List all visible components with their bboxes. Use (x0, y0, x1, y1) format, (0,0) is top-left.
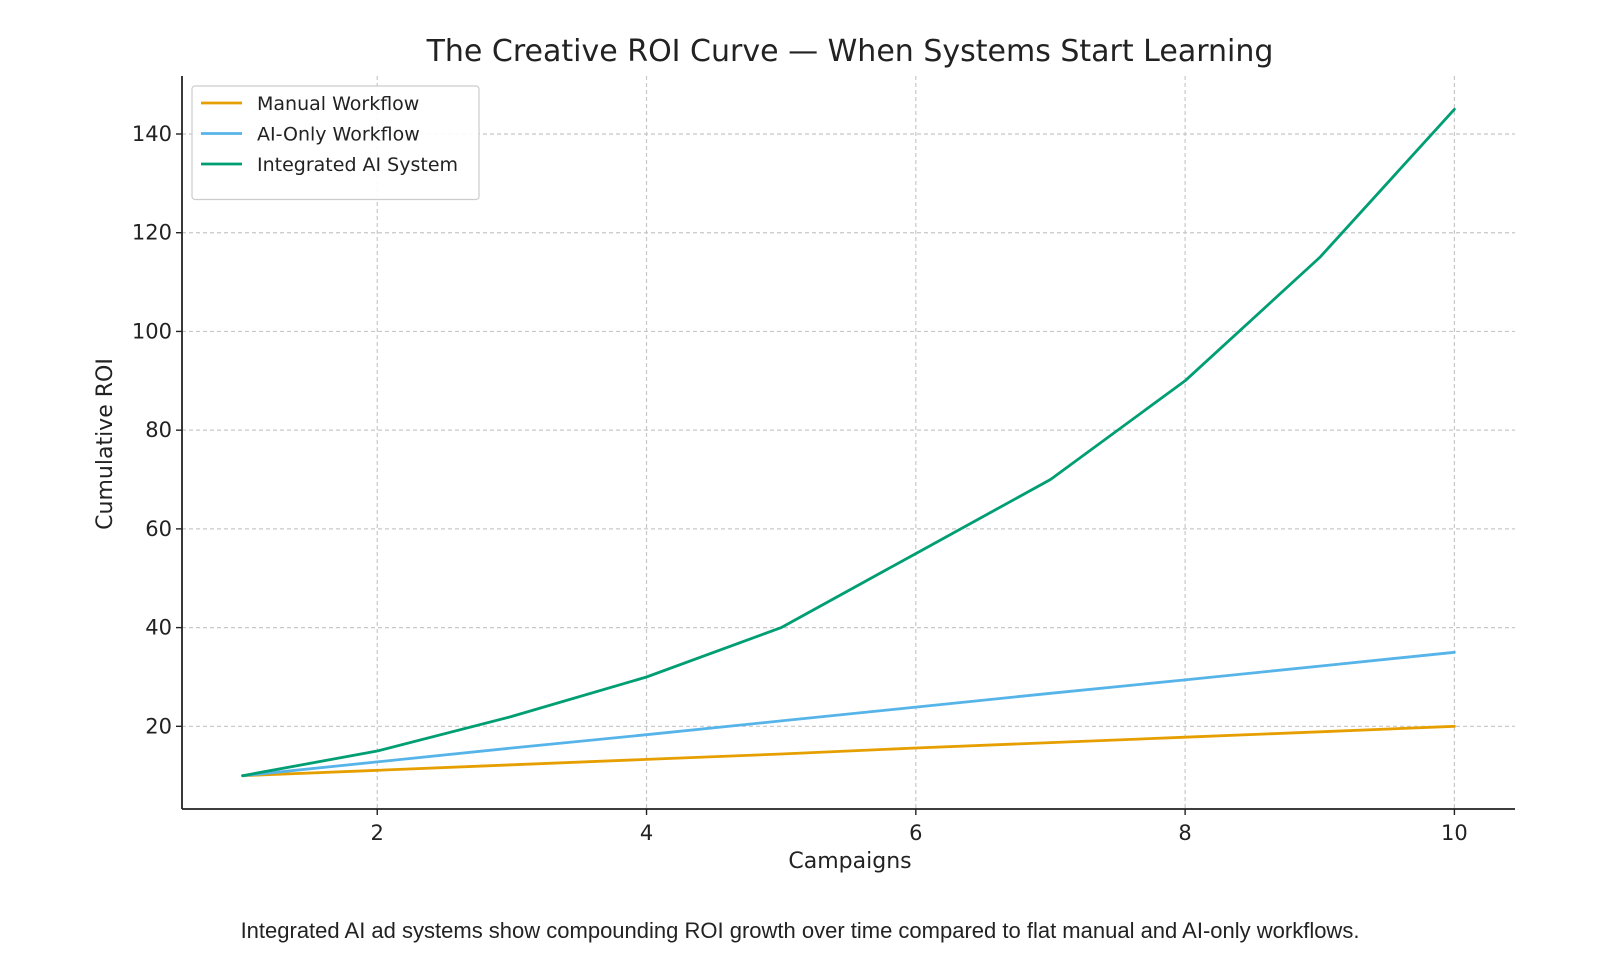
y-tick-label: 60 (145, 517, 172, 541)
x-tick-label: 10 (1441, 821, 1468, 845)
x-tick-label: 6 (909, 821, 922, 845)
tick-labels: 2 4 6 8 10 20 40 60 80 100 120 140 (132, 122, 1468, 845)
y-tick-label: 80 (145, 418, 172, 442)
y-tick-label: 140 (132, 122, 172, 146)
grid-lines (182, 76, 1515, 809)
y-tick-label: 100 (132, 319, 172, 343)
chart-caption: Integrated AI ad systems show compoundin… (240, 918, 1360, 943)
y-tick-label: 40 (145, 616, 172, 640)
y-axis-label: Cumulative ROI (93, 358, 118, 530)
chart-title: The Creative ROI Curve — When Systems St… (426, 34, 1274, 69)
x-tick-label: 4 (640, 821, 653, 845)
series-lines (241, 107, 1456, 778)
legend: Manual Workflow AI-Only Workflow Integrate… (191, 85, 480, 201)
legend-box (191, 85, 480, 201)
legend-label: Manual Workflow (257, 93, 419, 115)
series-line-ai-only-workflow (241, 650, 1456, 778)
series-line-manual-workflow (241, 724, 1456, 778)
legend-label: Integrated AI System (257, 154, 458, 176)
legend-label: AI-Only Workflow (257, 124, 420, 146)
x-tick-label: 2 (371, 821, 384, 845)
x-tick-label: 8 (1178, 821, 1191, 845)
x-axis-label: Campaigns (788, 849, 911, 874)
series-line-integrated-ai-system (241, 107, 1456, 778)
y-tick-label: 120 (132, 221, 172, 245)
axes (176, 76, 1515, 815)
roi-line-chart: The Creative ROI Curve — When Systems St… (93, 34, 1515, 874)
y-tick-label: 20 (145, 714, 172, 738)
